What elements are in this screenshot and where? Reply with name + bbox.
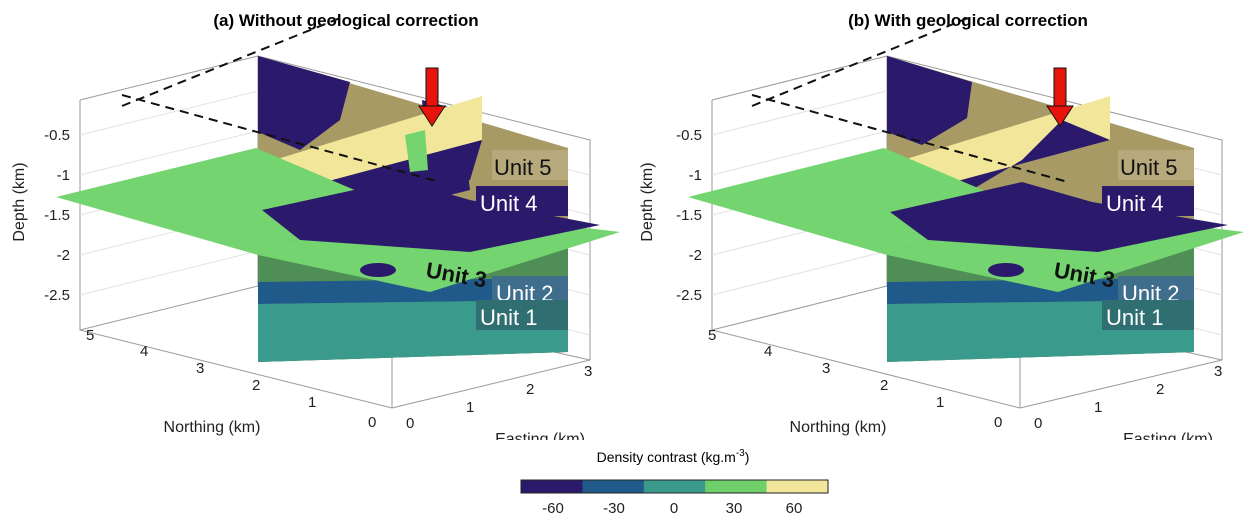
panel-a-depth-ticks: -0.5 -1 -1.5 -2 -2.5 — [44, 127, 70, 304]
panel-b-horizontal-plane — [688, 148, 1244, 292]
panel-a-horizontal-plane — [56, 148, 620, 292]
colorbar-swatch — [521, 480, 583, 493]
depth-tick: -2 — [57, 247, 70, 264]
colorbar-label: Density contrast (kg.m-3) — [597, 448, 750, 465]
easting-tick: 3 — [584, 363, 592, 380]
northing-tick: 2 — [880, 377, 888, 394]
colorbar-tick: -30 — [603, 500, 625, 517]
easting-tick: 3 — [1214, 363, 1222, 380]
panel-b-unit-labels: Unit 5 Unit 4 Unit 3 Unit 2 Unit 1 — [1052, 150, 1194, 330]
northing-tick: 4 — [140, 343, 148, 360]
depth-tick: -1.5 — [44, 207, 70, 224]
easting-tick: 0 — [1034, 415, 1042, 432]
easting-tick: 2 — [1156, 381, 1164, 398]
depth-tick: -1.5 — [676, 207, 702, 224]
unit-1-label: Unit 1 — [1106, 305, 1163, 330]
easting-tick: 1 — [1094, 399, 1102, 416]
northing-tick: 4 — [764, 343, 772, 360]
northing-tick: 0 — [368, 414, 376, 431]
colorbar-tick: -60 — [542, 500, 564, 517]
depth-tick: -0.5 — [44, 127, 70, 144]
panel-a-dashed-trace-2 — [121, 94, 441, 183]
colorbar-swatch — [705, 480, 768, 493]
panel-b-northing-ticks: 5 4 3 2 1 0 — [708, 327, 1002, 431]
depth-tick: -2.5 — [44, 287, 70, 304]
panel-a-easting-label: Easting (km) — [495, 431, 585, 440]
colorbar-tick: 30 — [726, 500, 743, 517]
unit-4-label: Unit 4 — [480, 191, 537, 216]
colorbar-swatch — [766, 480, 829, 493]
panel-a-easting-ticks: 0 1 2 3 — [406, 363, 592, 432]
panel-a-title: (a) Without geological correction — [213, 11, 478, 30]
panel-b-dashed-trace-1 — [751, 17, 969, 107]
colorbar: Density contrast (kg.m-3) -60 -30 0 30 6… — [0, 440, 1245, 517]
panel-a-red-arrow-icon — [418, 67, 446, 127]
northing-tick: 5 — [86, 327, 94, 344]
northing-tick: 1 — [936, 394, 944, 411]
panel-b-dashed-trace-2 — [751, 94, 1069, 183]
colorbar-swatch — [582, 480, 645, 493]
depth-tick: -1 — [57, 167, 70, 184]
panel-b-red-arrow-icon — [1046, 67, 1074, 127]
colorbar-swatch — [643, 480, 706, 493]
panel-a-depth-label: Depth (km) — [11, 162, 28, 241]
colorbar-svg: Density contrast (kg.m-3) -60 -30 0 30 6… — [520, 448, 829, 517]
panel-a-northing-ticks: 5 4 3 2 1 0 — [86, 327, 376, 431]
panel-a-northing-label: Northing (km) — [164, 419, 261, 436]
panel-b: (b) With geological correction — [639, 11, 1244, 440]
northing-tick: 1 — [308, 394, 316, 411]
unit-5-label: Unit 5 — [494, 155, 551, 180]
northing-tick: 3 — [196, 360, 204, 377]
northing-tick: 2 — [252, 377, 260, 394]
depth-tick: -1 — [689, 167, 702, 184]
depth-tick: -2 — [689, 247, 702, 264]
unit-1-label: Unit 1 — [480, 305, 537, 330]
unit-5-label: Unit 5 — [1120, 155, 1177, 180]
easting-tick: 0 — [406, 415, 414, 432]
colorbar-ticks: -60 -30 0 30 60 — [542, 500, 802, 517]
easting-tick: 2 — [526, 381, 534, 398]
colorbar-tick: 0 — [670, 500, 678, 517]
panel-b-northing-label: Northing (km) — [790, 419, 887, 436]
depth-tick: -2.5 — [676, 287, 702, 304]
northing-tick: 3 — [822, 360, 830, 377]
panel-b-easting-label: Easting (km) — [1123, 431, 1213, 440]
easting-tick: 1 — [466, 399, 474, 416]
panel-b-title: (b) With geological correction — [848, 11, 1088, 30]
panel-a-dashed-trace-1 — [121, 17, 341, 107]
panel-b-easting-ticks: 0 1 2 3 — [1034, 363, 1222, 432]
depth-tick: -0.5 — [676, 127, 702, 144]
northing-tick: 5 — [708, 327, 716, 344]
northing-tick: 0 — [994, 414, 1002, 431]
panel-a: (a) Without geological correction — [11, 11, 620, 440]
panel-b-depth-label: Depth (km) — [639, 162, 656, 241]
colorbar-swatches — [521, 480, 829, 493]
colorbar-tick: 60 — [786, 500, 803, 517]
panel-b-depth-ticks: -0.5 -1 -1.5 -2 -2.5 — [676, 127, 702, 304]
panel-a-unit-labels: Unit 5 Unit 4 Unit 3 Unit 2 Unit 1 — [424, 150, 568, 330]
unit-4-label: Unit 4 — [1106, 191, 1163, 216]
